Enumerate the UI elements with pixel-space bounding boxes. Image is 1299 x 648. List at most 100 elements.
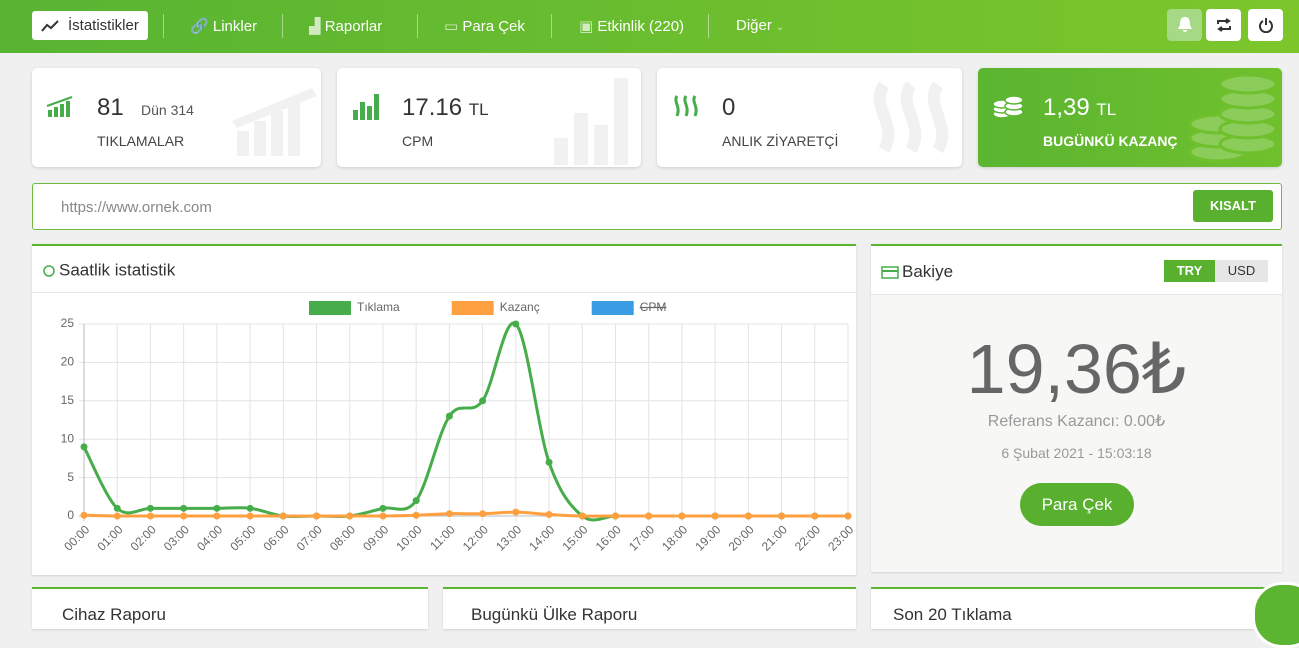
url-form: https://www.ornek.com KISALT	[32, 183, 1282, 230]
y-tick-label: 0	[67, 508, 74, 522]
icon-clock	[43, 265, 55, 277]
separator	[163, 14, 164, 38]
data-point	[479, 397, 487, 405]
nav-text[interactable]: Linkler	[212, 18, 258, 35]
x-tick-label: 23:00	[825, 522, 856, 553]
data-point	[80, 511, 88, 519]
x-tick-label: 02:00	[128, 522, 159, 553]
data-point	[678, 512, 686, 520]
bg-icon	[873, 81, 949, 154]
chat-button[interactable]	[1252, 582, 1299, 648]
panel: Son 20 Tıklama	[871, 587, 1282, 629]
legend-label: CPM	[640, 300, 667, 314]
x-tick-label: 20:00	[726, 522, 757, 553]
x-tick-label: 12:00	[460, 522, 491, 553]
data-point	[479, 510, 487, 518]
data-point	[180, 504, 188, 512]
data-point	[445, 412, 453, 420]
stat-label: TIKLAMALAR	[97, 133, 185, 149]
chart-panel	[32, 244, 856, 575]
stat-card: 0 ANLIK ZİYARETÇİ	[657, 68, 962, 167]
x-tick-label: 14:00	[526, 522, 557, 553]
nav-item[interactable]: ▣ Etkinlik (220)	[579, 18, 685, 35]
separator	[417, 14, 418, 38]
stat-unit: TL	[468, 100, 489, 119]
data-point	[645, 512, 653, 520]
data-point	[512, 320, 520, 328]
data-point	[246, 504, 254, 512]
data-point	[113, 504, 121, 512]
data-point	[811, 512, 819, 520]
logout-button[interactable]	[1248, 9, 1283, 41]
data-point	[213, 504, 221, 512]
x-tick-label: 21:00	[759, 522, 790, 553]
icon-power	[1259, 18, 1273, 33]
data-point	[844, 512, 852, 520]
x-tick-label: 22:00	[792, 522, 823, 553]
data-point	[611, 512, 619, 520]
balance-panel: Bakiye TRY USD 19,36₺ Referans Kazancı: …	[871, 244, 1282, 572]
stat-number: 1,39	[1043, 94, 1090, 121]
nav-text[interactable]: Diğer	[736, 17, 772, 34]
nav-item[interactable]: İstatistikler	[68, 17, 139, 34]
series-line	[82, 321, 848, 522]
nav-item[interactable]: Diğer ⌄	[736, 17, 785, 34]
y-tick-label: 20	[61, 355, 75, 369]
nav-item[interactable]: ▟ Raporlar	[309, 18, 383, 35]
withdraw-button[interactable]: Para Çek	[1020, 483, 1134, 526]
separator	[708, 14, 709, 38]
nav-text[interactable]: Etkinlik (220)	[597, 18, 685, 35]
data-point	[512, 508, 520, 516]
nav-text[interactable]: Raporlar	[324, 18, 383, 35]
refresh-button[interactable]	[1206, 9, 1241, 41]
legend-swatch	[309, 301, 351, 315]
x-tick-label: 09:00	[360, 522, 391, 553]
icon-bars	[353, 94, 379, 120]
url-input[interactable]: https://www.ornek.com	[61, 199, 212, 216]
icon-refresh	[1217, 18, 1231, 32]
data-point	[346, 512, 354, 520]
x-tick-label: 03:00	[161, 522, 192, 553]
stat-card: 1,39 TL BUGÜNKÜ KAZANÇ	[978, 68, 1282, 167]
data-point	[313, 512, 321, 520]
separator	[282, 14, 283, 38]
bg-icon	[1188, 74, 1278, 163]
panel-title: Bakiye	[902, 262, 954, 281]
nav-item[interactable]: 🔗 Linkler	[190, 18, 258, 35]
icon-waves	[674, 95, 698, 117]
currency-toggle[interactable]: USD	[1215, 260, 1268, 282]
stat-value: 1,39 TL	[1043, 94, 1116, 122]
divider	[32, 292, 856, 293]
icon-chart	[41, 20, 59, 32]
currency-toggle[interactable]: TRY	[1164, 260, 1215, 282]
stat-label: ANLIK ZİYARETÇİ	[722, 133, 839, 149]
nav-active[interactable]: İstatistikler	[32, 11, 148, 40]
referral: Referans Kazancı: 0.00₺	[987, 413, 1166, 430]
data-point	[246, 512, 254, 520]
x-tick-label: 17:00	[626, 522, 657, 553]
data-point	[545, 510, 553, 518]
data-point	[711, 512, 719, 520]
x-tick-label: 15:00	[559, 522, 590, 553]
data-point	[379, 504, 387, 512]
bg-icon	[554, 78, 628, 165]
notifications-button[interactable]	[1167, 9, 1202, 41]
shorten-button[interactable]: KISALT	[1193, 190, 1273, 222]
x-tick-label: 11:00	[427, 522, 458, 553]
panel-title: Son 20 Tıklama	[893, 605, 1012, 624]
data-point	[778, 512, 786, 520]
stat-card: 81 Dün 314 TIKLAMALAR	[32, 68, 321, 167]
y-tick-label: 15	[61, 393, 75, 407]
navbar: İstatistikler 🔗 Linkler ▟ Raporlar ▭ Par…	[0, 0, 1299, 53]
y-tick-label: 25	[61, 316, 75, 330]
chart-title: Saatlik istatistik	[59, 260, 176, 279]
stat-value: 17.16 TL	[402, 94, 489, 122]
nav-item[interactable]: ▭ Para Çek	[444, 18, 525, 35]
bg-icon	[232, 88, 317, 156]
stat-number: 17.16	[402, 94, 463, 121]
nav-text[interactable]: Para Çek	[462, 18, 525, 35]
stat-card: 17.16 TL CPM	[337, 68, 641, 167]
data-point	[412, 497, 420, 505]
data-point	[379, 512, 387, 520]
